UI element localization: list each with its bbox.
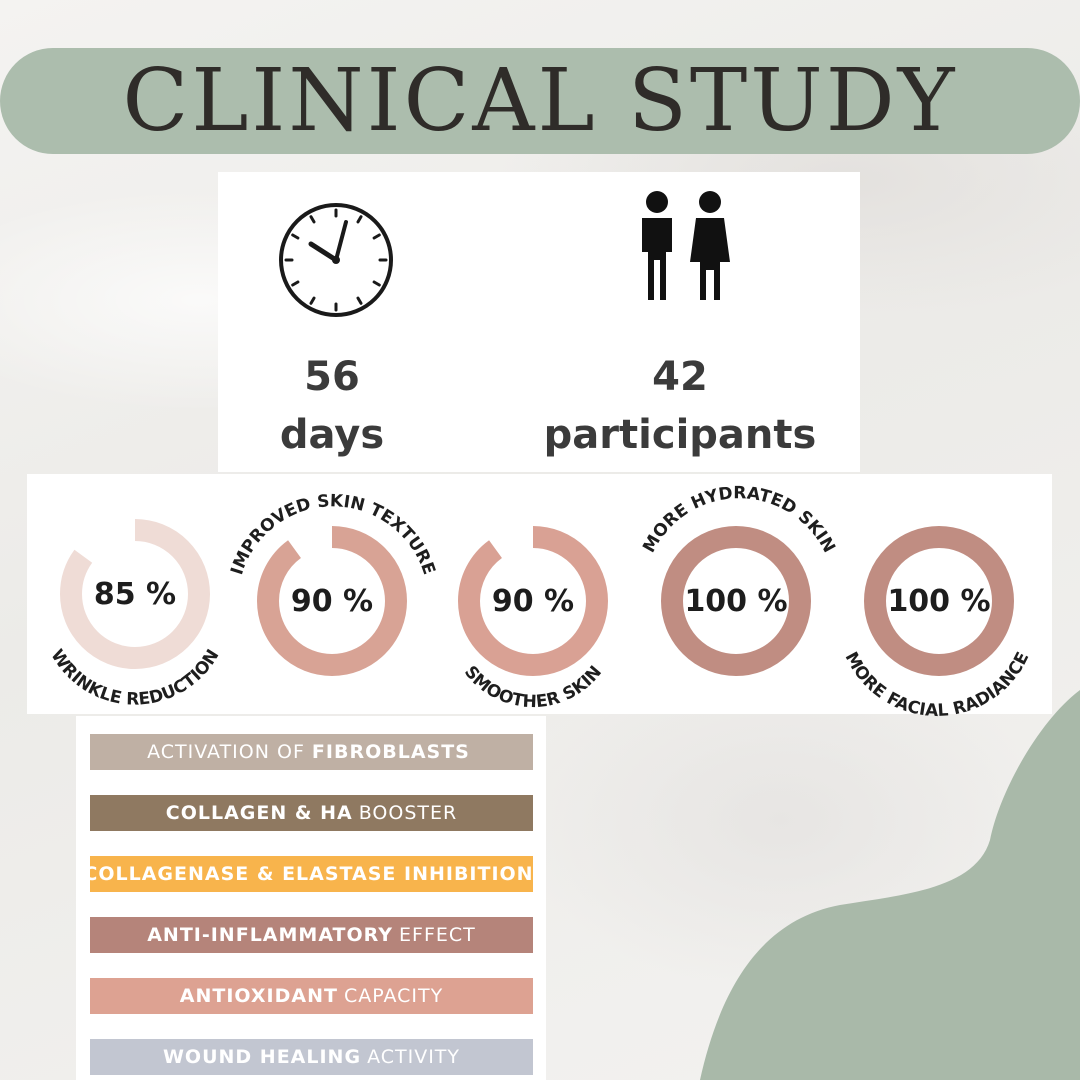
benefit-bar-fibroblasts: ACTIVATION OF FIBROBLASTS xyxy=(90,734,533,770)
clock-tick xyxy=(309,296,316,305)
benefit-bar-collagen: COLLAGEN & HA BOOSTER xyxy=(90,795,533,831)
gauge-ring xyxy=(661,526,811,676)
duration-stat: 56 days xyxy=(262,348,402,464)
benefit-bar-wound-healing: WOUND HEALING ACTIVITY xyxy=(90,1039,533,1075)
gauge-fill xyxy=(661,526,811,676)
clock-tick xyxy=(356,215,363,224)
gauge-fill xyxy=(60,519,210,669)
benefit-text-bold: ANTIOXIDANT xyxy=(179,985,338,1007)
clock-icon xyxy=(279,203,393,317)
label-improved-texture: IMPROVED SKIN TEXTURE xyxy=(227,491,439,577)
clock-tick xyxy=(309,215,316,224)
label-facial-radiance: MORE FACIAL RADIANCE xyxy=(841,649,1034,721)
label-hydrated-skin: MORE HYDRATED SKIN xyxy=(639,483,839,556)
gauge-ring xyxy=(257,526,407,676)
clock-tick xyxy=(291,280,300,287)
gauge-hydrated-skin: 100 % xyxy=(658,523,814,679)
benefit-bar-anti-inflammatory: ANTI-INFLAMMATORY EFFECT xyxy=(90,917,533,953)
gauge-value: 85 % xyxy=(93,576,177,612)
gauge-fill xyxy=(458,526,608,676)
duration-label: days xyxy=(279,412,385,458)
benefit-text-bold: FIBROBLASTS xyxy=(311,741,470,763)
benefit-bar-inhibition: COLLAGENASE & ELASTASE INHIBITION xyxy=(83,856,533,892)
gauge-value: 90 % xyxy=(491,583,575,619)
gauge-value: 90 % xyxy=(290,583,374,619)
participants-label: participants xyxy=(543,412,817,458)
clock-tick xyxy=(356,296,363,305)
benefit-text-bold: COLLAGEN & HA xyxy=(165,802,353,824)
title-banner: CLINICAL STUDY xyxy=(0,48,1080,154)
people-icon xyxy=(642,191,730,300)
clock-tick xyxy=(372,233,381,240)
gauge-facial-radiance: 100 % xyxy=(861,523,1017,679)
gauge-ring xyxy=(60,519,210,669)
benefit-text: BOOSTER xyxy=(358,802,458,824)
benefits-panel xyxy=(76,716,546,1080)
gauge-improved-texture: 90 % xyxy=(254,523,410,679)
gauge-ring xyxy=(458,526,608,676)
page-title: CLINICAL STUDY xyxy=(122,51,958,151)
clock-tick xyxy=(291,233,300,240)
benefit-text-bold: COLLAGENASE & ELASTASE INHIBITION xyxy=(83,863,534,885)
label-smoother-skin: SMOOTHER SKIN xyxy=(460,662,606,712)
clock-tick xyxy=(372,280,381,287)
benefit-text-bold: WOUND HEALING xyxy=(162,1046,362,1068)
participants-value: 42 xyxy=(652,354,708,400)
gauge-fill xyxy=(864,526,1014,676)
gauge-ring xyxy=(864,526,1014,676)
label-wrinkle-reduction: WRINKLE REDUCTION xyxy=(46,646,223,710)
benefit-text-bold: ANTI-INFLAMMATORY xyxy=(147,924,394,946)
gauge-smoother-skin: 90 % xyxy=(455,523,611,679)
participants-stat: 42 participants xyxy=(530,348,830,464)
benefit-bar-antioxidant: ANTIOXIDANT CAPACITY xyxy=(90,978,533,1014)
benefit-text: CAPACITY xyxy=(343,985,444,1007)
benefit-text: ACTIVATION OF xyxy=(147,741,305,763)
gauge-value: 100 % xyxy=(887,583,991,619)
gauge-fill xyxy=(257,526,407,676)
benefit-text: EFFECT xyxy=(399,924,476,946)
gauge-value: 100 % xyxy=(684,583,788,619)
benefit-text: ACTIVITY xyxy=(367,1046,461,1068)
duration-value: 56 xyxy=(304,354,360,400)
gauge-wrinkle-reduction: 85 % xyxy=(57,516,213,672)
